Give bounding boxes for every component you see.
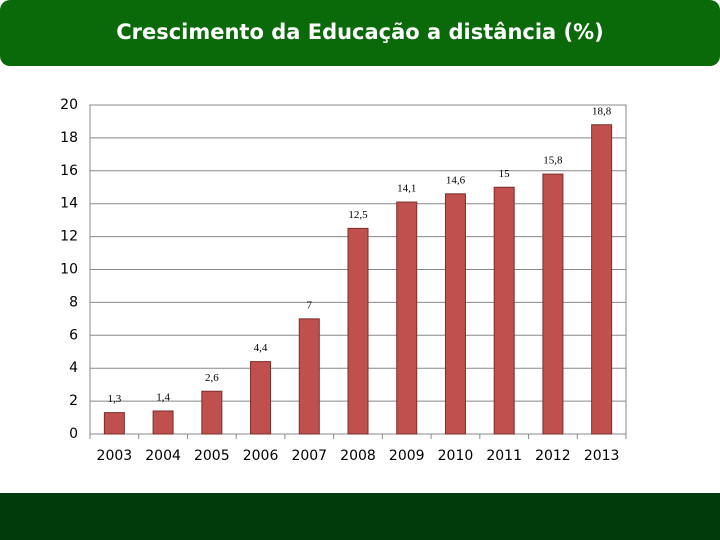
bar — [542, 173, 564, 435]
y-tick-label: 16 — [60, 163, 78, 179]
y-tick-label: 4 — [69, 360, 78, 376]
x-tick-label: 2004 — [145, 448, 181, 464]
data-label: 12,5 — [348, 209, 368, 221]
y-tick-label: 10 — [60, 262, 78, 278]
bar — [493, 186, 515, 435]
bar — [396, 201, 418, 435]
bar — [201, 390, 223, 435]
data-label: 15,8 — [543, 155, 563, 167]
x-tick-label: 2007 — [291, 448, 327, 464]
bar — [152, 410, 174, 435]
footer-bar — [0, 493, 720, 540]
bar — [103, 412, 125, 435]
chart-title: Crescimento da Educação a distância (%) — [116, 20, 604, 44]
bar — [347, 227, 369, 435]
y-tick-label: 8 — [69, 294, 78, 310]
x-tick-label: 2008 — [340, 448, 376, 464]
data-label: 7 — [307, 299, 313, 311]
x-tick-label: 2003 — [97, 448, 133, 464]
y-tick-label: 0 — [69, 426, 78, 442]
x-tick-label: 2012 — [535, 448, 571, 464]
bar — [298, 318, 320, 435]
x-tick-label: 2011 — [486, 448, 522, 464]
data-label: 1,3 — [107, 393, 121, 405]
data-label: 1,4 — [156, 392, 170, 404]
x-tick-label: 2005 — [194, 448, 230, 464]
y-tick-label: 20 — [60, 97, 78, 113]
bar — [444, 193, 466, 435]
y-tick-label: 12 — [60, 229, 78, 245]
x-tick-label: 2009 — [389, 448, 425, 464]
data-label: 18,8 — [592, 105, 612, 117]
data-label: 4,4 — [254, 342, 268, 354]
header-bar — [0, 0, 720, 66]
data-label: 14,6 — [446, 174, 466, 186]
y-tick-label: 6 — [69, 327, 78, 343]
y-tick-label: 2 — [69, 393, 78, 409]
bar — [250, 361, 272, 435]
data-label: 2,6 — [205, 372, 219, 384]
x-tick-label: 2006 — [243, 448, 279, 464]
y-tick-label: 18 — [60, 130, 78, 146]
x-tick-label: 2010 — [438, 448, 474, 464]
data-label: 15 — [499, 168, 511, 180]
bar — [591, 124, 613, 435]
data-label: 14,1 — [397, 183, 416, 195]
x-tick-label: 2013 — [584, 448, 620, 464]
y-tick-label: 14 — [60, 196, 78, 212]
